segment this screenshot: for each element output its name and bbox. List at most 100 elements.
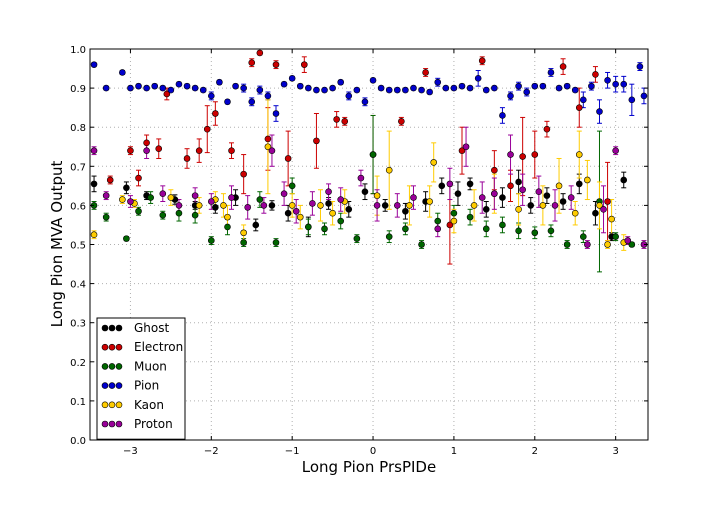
kaon-point [329,209,336,217]
x-tick-label: −3 [123,446,138,457]
kaon-point [240,229,247,237]
kaon-point [385,166,393,174]
proton-point [612,147,619,154]
proton-point [280,190,288,197]
legend-entry-ghost: Ghost [101,321,169,335]
electron-point [212,110,219,117]
electron-point [519,153,526,160]
pion-point [296,82,304,90]
kaon-point [555,182,563,190]
kaon-point [119,196,126,203]
muon-point [224,223,231,231]
kaon-point [515,206,522,213]
x-axis-title: Long Pion PrsPIDe [302,458,436,476]
pion-point [434,78,442,86]
legend-marker-pion [108,382,116,389]
electron-point [559,63,567,70]
legend-marker-electron [108,343,116,351]
electron-point [256,49,264,57]
kaon-point [167,194,175,201]
legend-marker-electron [101,343,109,351]
x-tick-label: 0 [370,446,376,457]
legend-entry-muon: Muon [101,359,167,373]
pion-point [345,92,353,100]
pion-point [216,78,223,86]
ghost-point [466,180,474,188]
kaon-point [296,213,304,221]
proton-point [268,147,276,154]
ghost-point [499,194,506,201]
pion-point [394,86,401,94]
pion-point [119,69,126,76]
pion-point [337,78,344,86]
ghost-point [212,204,219,211]
pion-point [418,86,425,94]
pion-point [256,86,264,94]
kaon-point [426,198,433,205]
muon-point [240,239,247,246]
pion-point [353,86,361,94]
ghost-point [123,184,130,192]
muon-point [402,225,409,233]
kaon-point [373,192,381,199]
y-tick-label: 1.0 [70,45,86,56]
electron-point [135,174,142,182]
proton-point [624,237,632,244]
proton-point [410,194,417,201]
y-tick-label: 0.7 [70,162,86,173]
legend-label-proton: Proton [134,417,173,431]
legend-marker-kaon [115,401,123,409]
kaon-point [430,159,437,166]
ghost-point [482,206,490,213]
ghost-point [515,178,522,186]
kaon-point [470,202,478,209]
y-tick-label: 0.5 [70,241,86,252]
pion-point [515,82,522,90]
pion-point [280,80,288,88]
muon-point [288,182,296,190]
muon-point [434,217,442,225]
proton-point [127,198,134,205]
ghost-point [454,190,462,197]
legend-entry-electron: Electron [101,340,183,354]
y-tick-label: 0.3 [70,319,86,330]
pion-point [199,86,207,94]
proton-point [244,204,251,211]
electron-point [313,137,320,145]
pion-point [329,84,336,92]
ghost-point [381,202,389,209]
electron-point [446,221,454,229]
electron-point [264,135,272,143]
proton-point [337,196,344,203]
x-tick-label: 2 [532,446,538,457]
kaon-point [596,202,603,209]
x-tick-label: −2 [204,446,219,457]
ghost-point [268,202,276,209]
muon-point [135,207,142,215]
electron-point [155,145,163,153]
kaon-point [220,202,227,209]
ghost-point [559,198,567,205]
legend-marker-kaon [108,401,116,409]
kaon-point [575,151,583,158]
electron-point [228,147,235,154]
pion-point [313,86,320,94]
legend-marker-muon [101,363,109,370]
pion-point [224,98,231,106]
muon-point [531,229,539,237]
muon-point [450,209,458,217]
kaon-point [288,202,296,209]
proton-point [228,194,235,201]
pion-point [466,84,474,92]
electron-point [248,59,256,66]
ghost-point [90,180,98,188]
kaon-point [90,231,98,239]
pion-point [191,84,199,92]
ghost-point [252,221,260,229]
muon-point [191,211,199,219]
pion-point [240,84,247,92]
pion-point [321,86,328,94]
ghost-point [345,206,353,213]
pion-point [458,82,466,90]
